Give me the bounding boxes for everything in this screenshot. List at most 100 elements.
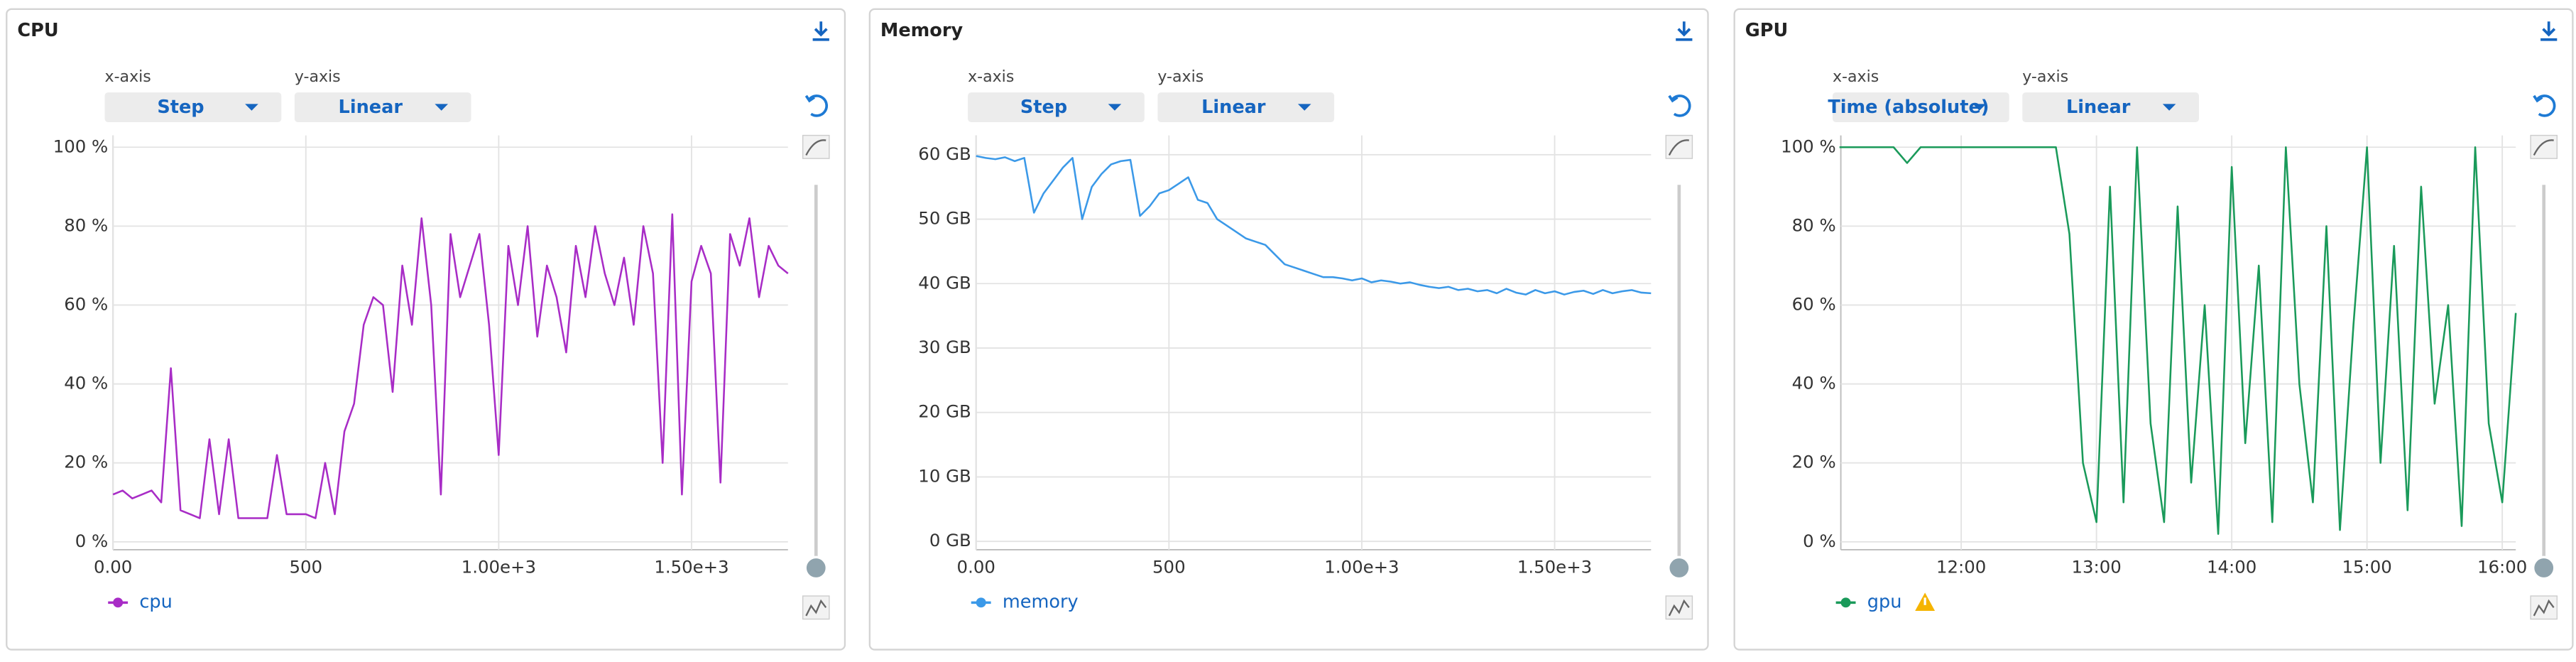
panel-title: GPU xyxy=(1745,20,1788,41)
dropdown-value: Linear xyxy=(1201,97,1266,118)
series-line xyxy=(112,213,789,519)
dropdown-button xyxy=(1832,92,2009,122)
x-tick-label: 16:00 xyxy=(2477,557,2527,577)
y-tick-label: 30 GB xyxy=(918,337,971,357)
x-tick-label: 14:00 xyxy=(2207,557,2256,577)
panel-frame xyxy=(1733,8,2574,651)
panel-title: CPU xyxy=(17,20,58,41)
dropdown-value: Step xyxy=(157,97,204,118)
panel-frame xyxy=(868,8,1709,651)
panel-title: Memory xyxy=(880,20,964,41)
download-button[interactable] xyxy=(1676,21,1693,41)
dropdown-caret xyxy=(1972,104,1987,111)
y-tick-label: 20 % xyxy=(1792,452,1836,472)
dropdown-value: Time (absolute) xyxy=(1828,97,1989,118)
legend-label[interactable]: gpu xyxy=(1867,591,1902,612)
x-tick-label: 13:00 xyxy=(2071,557,2121,577)
axis-selector-label: x-axis xyxy=(968,68,1014,86)
dropdown-value: Linear xyxy=(2066,97,2131,118)
dropdown-button xyxy=(294,92,471,122)
axis-selector[interactable]: Time (absolute) xyxy=(1828,92,2009,122)
x-tick-label: 0.00 xyxy=(94,557,132,577)
x-tick-label: 0.00 xyxy=(957,557,995,577)
axis-selector[interactable]: Step xyxy=(968,92,1145,122)
legend-label[interactable]: memory xyxy=(1003,591,1079,612)
reset-icon[interactable] xyxy=(804,94,829,117)
smoothing-icon xyxy=(2533,139,2554,156)
series-line xyxy=(1839,146,2517,536)
dropdown-button xyxy=(104,92,282,122)
series-line xyxy=(976,155,1652,295)
x-tick-label: 1.00e+3 xyxy=(462,557,536,577)
smoothing-slider-knob[interactable] xyxy=(2531,555,2556,580)
x-tick-label: 1.00e+3 xyxy=(1324,557,1399,577)
axis-selector-label: x-axis xyxy=(105,68,151,86)
axis-selector[interactable]: Linear xyxy=(2022,92,2199,122)
y-tick-label: 40 % xyxy=(1792,373,1836,394)
x-tick-label: 12:00 xyxy=(1936,557,1986,577)
axis-selector-label: x-axis xyxy=(1833,68,1879,86)
dropdown-caret xyxy=(435,104,448,111)
smoothing-slider-knob[interactable] xyxy=(804,555,829,580)
reset-icon[interactable] xyxy=(1668,94,1691,117)
y-tick-label: 60 GB xyxy=(918,143,971,164)
download-button[interactable] xyxy=(812,21,829,41)
y-tick-label: 80 % xyxy=(64,215,108,235)
raw-icon xyxy=(1668,599,1690,617)
legend-swatch xyxy=(976,597,986,608)
y-tick-label: 40 GB xyxy=(918,272,971,293)
y-tick-label: 20 GB xyxy=(918,401,971,422)
smoothing-icon-box xyxy=(802,134,830,159)
raw-icon xyxy=(2533,599,2555,617)
y-tick-label: 10 GB xyxy=(918,465,971,486)
dropdown-value: Step xyxy=(1020,97,1067,118)
x-tick-label: 500 xyxy=(289,557,322,577)
y-tick-label: 100 % xyxy=(1781,136,1835,156)
legend-label[interactable]: cpu xyxy=(139,591,172,612)
panel: GPU x-axis Time (absolute) y-axis Linear 0 % 2… xyxy=(1733,8,2574,651)
dropdown-value: Linear xyxy=(339,97,403,118)
dropdown-button xyxy=(968,92,1145,122)
legend-swatch xyxy=(113,597,124,608)
axis-selector[interactable]: Linear xyxy=(1157,92,1335,122)
y-tick-label: 0 % xyxy=(1803,531,1835,551)
legend-swatch xyxy=(1840,597,1851,608)
smoothing-icon xyxy=(805,139,826,156)
dropdown-caret xyxy=(2162,104,2176,111)
download-icon xyxy=(2540,21,2558,41)
warning-icon-mark xyxy=(1923,597,1926,605)
reset-icon[interactable] xyxy=(2533,94,2556,117)
x-tick-label: 1.50e+3 xyxy=(654,557,728,577)
axis-selector[interactable]: Step xyxy=(104,92,282,122)
dropdown-caret xyxy=(1108,104,1122,111)
dropdown-button xyxy=(2022,92,2199,122)
dropdown-caret xyxy=(245,104,258,111)
y-tick-label: 50 GB xyxy=(918,208,971,229)
y-tick-label: 80 % xyxy=(1792,215,1836,235)
panel: Memory x-axis Step y-axis Linear 0 GB 10 GB 20 … xyxy=(868,8,1709,651)
smoothing-icon-box xyxy=(1665,134,1693,159)
x-tick-label: 15:00 xyxy=(2342,557,2391,577)
smoothing-slider-knob[interactable] xyxy=(1666,555,1691,580)
dropdown-button xyxy=(1157,92,1335,122)
y-tick-label: 0 GB xyxy=(929,530,971,550)
y-tick-label: 60 % xyxy=(1792,293,1836,314)
raw-icon xyxy=(805,599,827,617)
x-tick-label: 500 xyxy=(1152,557,1186,577)
dropdown-caret xyxy=(1297,104,1311,111)
axis-selector-label: y-axis xyxy=(1157,68,1204,86)
download-icon xyxy=(812,21,829,41)
y-tick-label: 100 % xyxy=(53,136,108,156)
y-tick-label: 40 % xyxy=(64,373,108,394)
y-tick-label: 0 % xyxy=(75,531,108,551)
download-button[interactable] xyxy=(2540,21,2558,41)
x-tick-label: 1.50e+3 xyxy=(1517,557,1592,577)
panel: CPU x-axis Step y-axis Linear 0 % 20 % 40 % 60 %… xyxy=(6,8,846,651)
axis-selector[interactable]: Linear xyxy=(294,92,471,122)
axis-selector-label: y-axis xyxy=(2022,68,2068,86)
download-icon xyxy=(1676,21,1693,41)
y-tick-label: 20 % xyxy=(64,452,108,472)
y-tick-label: 60 % xyxy=(64,293,108,314)
